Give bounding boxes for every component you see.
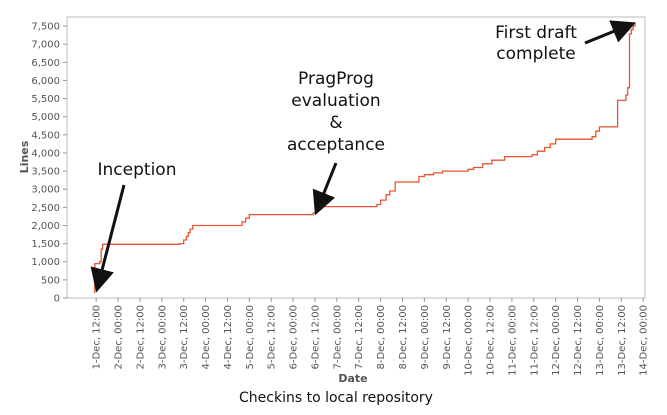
- annotation: Inception: [90, 160, 177, 293]
- series-line: [94, 22, 636, 294]
- x-tick-label: 7-Dec, 00:00: [332, 305, 343, 370]
- x-tick-label: 12-Dec, 12:00: [573, 305, 584, 376]
- y-axis-title: Lines: [18, 140, 31, 173]
- y-tick-label: 7,000: [31, 40, 60, 51]
- x-tick-label: 2-Dec, 00:00: [114, 305, 125, 370]
- chart-caption: Checkins to local repository: [239, 390, 433, 406]
- x-tick-label: 8-Dec, 12:00: [398, 305, 409, 370]
- y-tick-label: 5,000: [31, 112, 60, 123]
- y-tick-label: 2,500: [31, 203, 60, 214]
- y-tick-label: 1,000: [31, 257, 60, 268]
- y-tick-label: 500: [41, 275, 60, 286]
- x-tick-label: 3-Dec, 12:00: [179, 305, 190, 370]
- x-tick-label: 7-Dec, 12:00: [354, 305, 365, 370]
- y-tick-label: 5,500: [31, 94, 60, 105]
- y-tick-label: 1,500: [31, 239, 60, 250]
- annotation-text: First draft complete: [495, 23, 577, 64]
- x-tick-label: 8-Dec, 00:00: [376, 305, 387, 370]
- x-axis: 1-Dec, 12:00 2-Dec, 00:00 2-Dec, 12:00 3-De…: [92, 298, 650, 376]
- x-tick-label: 4-Dec, 00:00: [201, 305, 212, 370]
- annotation: PragProg evaluation & acceptance: [287, 69, 385, 216]
- x-axis-title: Date: [338, 372, 367, 385]
- x-tick-label: 6-Dec, 00:00: [289, 305, 300, 370]
- y-tick-label: 3,000: [31, 185, 60, 196]
- x-tick-label: 13-Dec, 12:00: [617, 305, 628, 376]
- x-tick-label: 11-Dec, 12:00: [529, 305, 540, 376]
- x-tick-label: 1-Dec, 12:00: [92, 305, 103, 370]
- y-tick-label: 2,000: [31, 221, 60, 232]
- x-tick-label: 4-Dec, 12:00: [223, 305, 234, 370]
- x-tick-label: 12-Dec, 00:00: [551, 305, 562, 376]
- plot-frame: [66, 16, 646, 299]
- y-tick-label: 4,500: [31, 130, 60, 141]
- x-tick-label: 5-Dec, 12:00: [267, 305, 278, 370]
- annotation-arrow: [584, 20, 636, 45]
- x-tick-label: 10-Dec, 12:00: [486, 305, 497, 376]
- annotation-arrow: [90, 184, 126, 293]
- y-tick-label: 0: [54, 294, 60, 305]
- x-tick-label: 6-Dec, 12:00: [310, 305, 321, 370]
- x-tick-label: 11-Dec, 00:00: [507, 305, 518, 376]
- x-tick-label: 9-Dec, 12:00: [442, 305, 453, 370]
- y-tick-label: 3,500: [31, 167, 60, 178]
- y-tick-label: 6,500: [31, 58, 60, 69]
- annotation-text: Inception: [98, 160, 177, 180]
- x-tick-label: 10-Dec, 00:00: [464, 305, 475, 376]
- x-tick-label: 9-Dec, 00:00: [420, 305, 431, 370]
- x-tick-label: 2-Dec, 12:00: [135, 305, 146, 370]
- y-tick-label: 7,500: [31, 22, 60, 33]
- annotation-arrow: [312, 162, 338, 216]
- x-tick-label: 5-Dec, 00:00: [245, 305, 256, 370]
- y-tick-label: 4,000: [31, 148, 60, 159]
- y-axis: 0 500 1,000 1,500 2,000 2,500 3,000 3,500 4,000 4…: [31, 22, 67, 305]
- x-tick-label: 14-Dec, 00:00: [639, 305, 650, 376]
- annotations: Inception PragProg evaluation & acceptance Fi…: [90, 20, 636, 293]
- x-tick-label: 13-Dec, 00:00: [595, 305, 606, 376]
- y-tick-label: 6,000: [31, 76, 60, 87]
- annotation: First draft complete: [495, 20, 636, 64]
- x-tick-label: 3-Dec, 00:00: [157, 305, 168, 370]
- annotation-text: PragProg evaluation & acceptance: [287, 69, 385, 155]
